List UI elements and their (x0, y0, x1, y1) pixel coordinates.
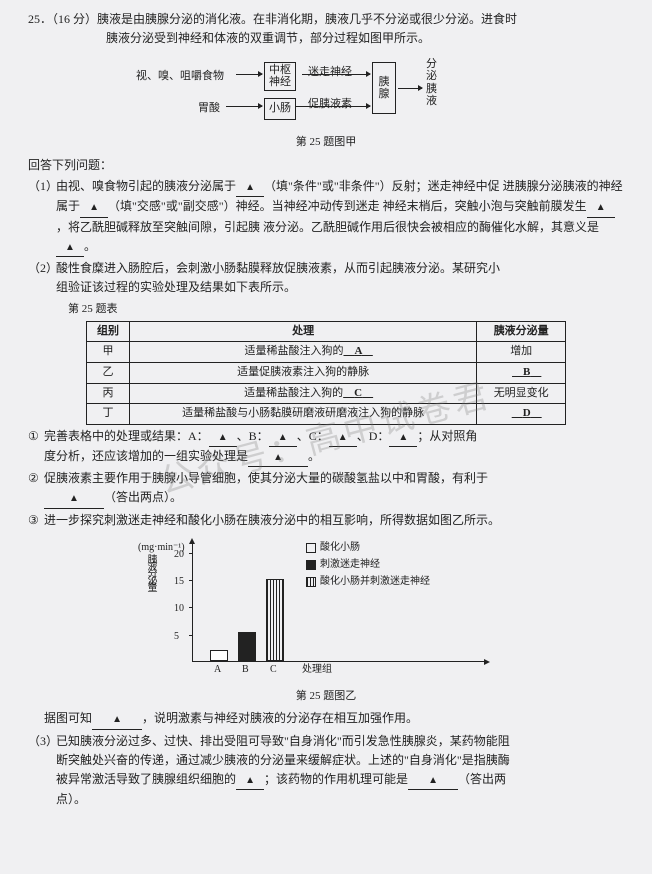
arrow (236, 74, 262, 75)
lead-line2: 胰液分泌受到神经和体液的双重调节，部分过程如图甲所示。 (28, 29, 624, 48)
answer-lead: 回答下列问题： (28, 156, 624, 175)
blank (236, 177, 264, 197)
bar-A (210, 650, 228, 661)
xlabel: B (242, 662, 249, 678)
sub2-text: 酸性食糜进入肠腔后，会刺激小肠黏膜释放促胰液素，从而引起胰液分泌。某研究小 组验… (56, 259, 624, 297)
diag-left2: 胃酸 (198, 100, 220, 118)
arrow (296, 106, 370, 107)
box-intestine: 小肠 (264, 98, 296, 120)
ytick: 15 (174, 574, 184, 590)
question-header: 25．（16 分） 胰液是由胰腺分泌的消化液。在非消化期，胰液几乎不分泌或很少分… (28, 10, 624, 29)
box-cns: 中枢 神经 (264, 62, 296, 90)
y-axis (192, 542, 193, 662)
x-arrow-icon (484, 659, 490, 665)
th: 组别 (87, 321, 130, 342)
experiment-table: 组别 处理 胰液分泌量 甲 适量稀盐酸注入狗的 A 增加 乙 适量促胰液素注入狗… (86, 321, 566, 425)
blank (269, 427, 297, 447)
table-row: 丙 适量稀盐酸注入狗的 C 无明显变化 (87, 383, 566, 404)
chart-legend: 酸化小肠 刺激迷走神经 酸化小肠并刺激迷走神经 (306, 540, 430, 591)
swatch-icon (306, 577, 316, 587)
arrow (226, 106, 262, 107)
sub3-num: （3） (28, 732, 56, 810)
blank (44, 488, 104, 508)
diag-mid2: 促胰液素 (308, 96, 352, 114)
blank (389, 427, 417, 447)
chart-yi: (mg·min⁻¹) 胰液分泌量 酸化小肠 刺激迷走神经 酸化小肠并刺激迷走神经… (136, 536, 516, 686)
x-axis (192, 661, 486, 662)
blank (248, 447, 308, 467)
bar-B (238, 632, 256, 660)
diagram-jia: 视、嗅、咀嚼食物 中枢 神经 迷走神经 胃酸 小肠 促胰液素 胰 腺 分 泌 胰… (136, 54, 516, 132)
diag-left1: 视、嗅、咀嚼食物 (136, 68, 224, 86)
sub2-num: （2） (28, 259, 56, 297)
circ-1: ① 完善表格中的处理或结果：A：、B：、C：、D：；从对照角 度分析，还应该增加… (28, 427, 624, 467)
blank (80, 197, 108, 217)
circ-2: ② 促胰液素主要作用于胰腺小导管细胞，使其分泌大量的碳酸氢盐以中和胃酸，有利于 … (28, 469, 624, 508)
table-row: 乙 适量促胰液素注入狗的静脉 B (87, 363, 566, 384)
y-label: 胰液分泌量 (142, 554, 158, 589)
blank (92, 709, 142, 729)
xlabel: A (214, 662, 221, 678)
ytick-mark (189, 607, 192, 608)
xlabel: C (270, 662, 277, 678)
table-row: 丁 适量稀盐酸与小肠黏膜研磨液研磨液注入狗的静脉 D (87, 404, 566, 425)
blank (408, 770, 458, 790)
table-row: 组别 处理 胰液分泌量 (87, 321, 566, 342)
xlabel: 处理组 (302, 662, 332, 678)
sub-q3: （3） 已知胰液分泌过多、过快、排出受阻可导致"自身消化"而引发急性胰腺炎，某药… (28, 732, 624, 810)
blank (209, 427, 237, 447)
ytick: 10 (174, 601, 184, 617)
ytick: 20 (174, 547, 184, 563)
table-caption: 第 25 题表 (68, 301, 624, 319)
sub-q1: （1） 由视、嗅食物引起的胰液分泌属于（填"条件"或"非条件"）反射；迷走神经中… (28, 177, 624, 257)
th: 胰液分泌量 (477, 321, 566, 342)
y-arrow-icon (189, 538, 195, 544)
arrow (302, 74, 370, 75)
sub-q2: （2） 酸性食糜进入肠腔后，会刺激小肠黏膜释放促胰液素，从而引起胰液分泌。某研究… (28, 259, 624, 297)
blank (56, 237, 84, 257)
swatch-icon (306, 560, 316, 570)
arrow (398, 88, 422, 89)
bar-C (266, 579, 284, 661)
diag-mid1: 迷走神经 (308, 64, 352, 82)
swatch-icon (306, 543, 316, 553)
ytick-mark (189, 553, 192, 554)
box-pancreas: 胰 腺 (372, 62, 396, 114)
ytick-mark (189, 580, 192, 581)
table-row: 甲 适量稀盐酸注入狗的 A 增加 (87, 342, 566, 363)
blank (587, 197, 615, 217)
diag-right: 分 泌 胰 液 (426, 58, 437, 106)
blank (236, 770, 264, 790)
circ-3: ③ 进一步探究刺激迷走神经和酸化小肠在胰液分泌中的相互影响，所得数据如图乙所示。 (28, 511, 624, 530)
diagram-caption: 第 25 题图甲 (28, 134, 624, 152)
chart-caption: 第 25 题图乙 (28, 688, 624, 706)
th: 处理 (129, 321, 476, 342)
lead-line1: 胰液是由胰腺分泌的消化液。在非消化期，胰液几乎不分泌或很少分泌。进食时 (97, 10, 624, 29)
ytick: 5 (174, 629, 179, 645)
ytick-mark (189, 635, 192, 636)
question-number: 25．（16 分） (28, 10, 97, 29)
sub1-text: 由视、嗅食物引起的胰液分泌属于（填"条件"或"非条件"）反射；迷走神经中促 进胰… (56, 177, 624, 257)
blank (329, 427, 357, 447)
sub1-num: （1） (28, 177, 56, 257)
sub3-text: 已知胰液分泌过多、过快、排出受阻可导致"自身消化"而引发急性胰腺炎，某药物能阻 … (56, 732, 624, 810)
after-chart: 据图可知，说明激素与神经对胰液的分泌存在相互加强作用。 (28, 709, 624, 729)
